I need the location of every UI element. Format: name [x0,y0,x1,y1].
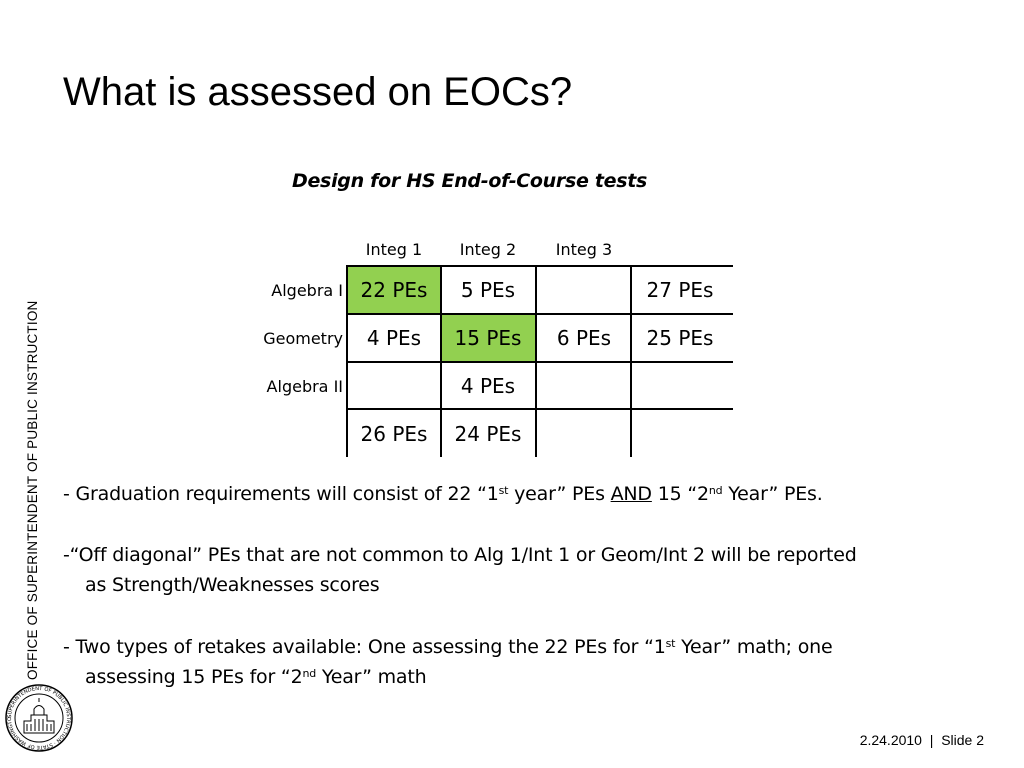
bullet-retakes: - Two types of retakes available: One as… [63,636,833,688]
bullet-off-diagonal: -“Off diagonal” PEs that are not common … [63,544,857,596]
table-rule-1 [347,313,733,315]
cell-total-integ3 [537,411,631,457]
cell-algebra1-integ1: 22 PEs [347,267,441,313]
row-header-algebra-2: Algebra II [266,377,343,396]
side-organization-label: OFFICE OF SUPERINTENDENT OF PUBLIC INSTR… [14,250,44,680]
bullet-graduation-requirements: - Graduation requirements will consist o… [63,483,823,505]
cell-algebra2-integ1 [347,363,441,409]
cell-total-integ1: 26 PEs [360,422,428,446]
column-header-integ-1: Integ 1 [365,240,423,259]
row-header-geometry: Geometry [263,329,343,348]
table-rule-2 [347,361,733,363]
cell-algebra1-integ2: 5 PEs [460,278,516,302]
table-col-rule-2 [535,265,537,457]
cell-geometry-integ3: 6 PEs [556,326,612,350]
slide-footer: 2.24.2010 | Slide 2 [860,732,984,748]
table-rule-3 [347,408,733,410]
slide-title: What is assessed on EOCs? [63,70,573,114]
table-col-rule-1 [440,265,442,457]
cell-algebra2-integ2: 4 PEs [460,374,516,398]
table-rule-top [347,265,733,267]
column-header-integ-2: Integ 2 [459,240,517,259]
cell-algebra2-total [633,363,727,409]
ospi-seal-logo: SUPERINTENDENT OF PUBLIC INSTRUCTION · S… [4,683,73,752]
footer-slide-number: Slide 2 [941,732,984,748]
cell-geometry-total: 25 PEs [646,326,714,350]
cell-geometry-integ2: 15 PEs [441,315,535,361]
side-organization-text: OFFICE OF SUPERINTENDENT OF PUBLIC INSTR… [25,300,40,680]
row-header-algebra-1: Algebra I [271,281,343,300]
cell-algebra1-total: 27 PEs [646,278,714,302]
cell-total-total [633,411,727,457]
cell-geometry-integ1: 4 PEs [366,326,422,350]
cell-algebra1-integ3 [537,267,631,313]
cell-total-integ2: 24 PEs [454,422,522,446]
column-header-integ-3: Integ 3 [555,240,613,259]
footer-date: 2.24.2010 [859,732,922,748]
table-subtitle: Design for HS End-of-Course tests [292,170,648,192]
table-col-rule-3 [630,265,632,457]
cell-algebra2-integ3 [537,363,631,409]
footer-separator: | [929,732,934,748]
table-col-rule-0 [346,265,348,457]
